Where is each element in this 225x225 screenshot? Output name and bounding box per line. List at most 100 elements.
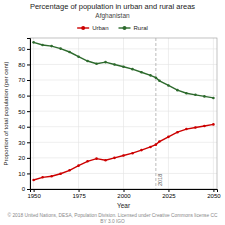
- y-tick-label: 30: [18, 140, 25, 146]
- title: Percentage of population in urban and ru…: [30, 2, 195, 11]
- point: [185, 128, 188, 131]
- y-tick-label: 10: [18, 171, 25, 177]
- y-tick-mark: [27, 64, 30, 65]
- footnote-line: BY 3.0 IGO: [100, 219, 125, 224]
- point: [158, 80, 161, 83]
- y-tick: 50: [18, 109, 30, 115]
- point: [77, 164, 80, 167]
- legend: Urban Rural: [77, 25, 148, 31]
- x-tick-mark: [34, 189, 35, 192]
- y-tick-mark: [27, 80, 30, 81]
- point: [212, 97, 215, 100]
- y-tick-label: 0: [22, 186, 26, 192]
- grid: [30, 38, 217, 189]
- point: [176, 131, 179, 134]
- x-tick-label: 2050: [207, 193, 221, 199]
- x-tick-mark: [79, 189, 80, 192]
- y-tick: 0: [22, 186, 30, 192]
- point: [212, 123, 215, 126]
- y-tick-label: 60: [18, 93, 25, 99]
- point: [185, 92, 188, 95]
- y-tick: 80: [18, 62, 30, 68]
- point: [77, 55, 80, 58]
- y-tick-mark: [27, 127, 30, 128]
- point: [104, 61, 107, 64]
- series-line: [34, 124, 214, 180]
- y-tick-mark: [27, 189, 30, 190]
- point: [176, 89, 179, 92]
- x-tick: 2025: [162, 189, 176, 199]
- point: [155, 76, 158, 79]
- x-axis-line: [31, 190, 218, 193]
- point: [167, 84, 170, 87]
- y-tick-mark: [27, 142, 30, 143]
- grid-line-x: [78, 38, 79, 189]
- point: [149, 74, 152, 77]
- x-tick: 1950: [27, 189, 41, 199]
- point: [167, 136, 170, 139]
- point: [203, 95, 206, 98]
- point: [155, 143, 158, 146]
- footnote: © 2018 United Nations, DESA, Population …: [8, 212, 218, 224]
- point: [59, 47, 62, 50]
- legend-item: Urban: [77, 25, 108, 31]
- grid-line-x: [168, 38, 169, 189]
- legend-swatch-marker: [123, 26, 127, 30]
- x-tick: 2050: [207, 189, 221, 199]
- x-tick-mark: [168, 189, 169, 192]
- plot-frame: [30, 38, 217, 189]
- point: [32, 41, 35, 44]
- y-tick-label: 40: [18, 124, 25, 130]
- y-axis-line: [27, 39, 31, 190]
- reference-line: [155, 38, 156, 189]
- y-tick-mark: [27, 158, 30, 159]
- x-tick-label: 1950: [27, 193, 41, 199]
- point: [140, 149, 143, 152]
- legend-label: Urban: [92, 25, 108, 31]
- grid-line-x: [123, 38, 124, 189]
- point: [86, 60, 89, 63]
- point: [149, 146, 152, 149]
- point: [158, 140, 161, 143]
- x-axis-title: Year: [117, 202, 131, 209]
- point: [32, 179, 35, 182]
- annotation: 2018: [157, 174, 163, 186]
- point: [113, 63, 116, 66]
- point: [194, 94, 197, 97]
- marks: [32, 38, 214, 189]
- y-tick-label: 50: [18, 109, 25, 115]
- y-tick-mark: [27, 96, 30, 97]
- series-line: [34, 42, 214, 98]
- x-tick-mark: [213, 189, 214, 192]
- point: [122, 65, 125, 68]
- point: [50, 45, 53, 48]
- chart: Percentage of population in urban and ru…: [0, 0, 225, 225]
- y-tick-mark: [27, 111, 30, 112]
- x-tick-mark: [124, 189, 125, 192]
- y-tick: 40: [18, 124, 30, 130]
- legend-item: Rural: [119, 25, 148, 31]
- y-axis-title: Proportion of total population (per cent…: [3, 61, 9, 165]
- point: [140, 71, 143, 74]
- point: [59, 172, 62, 175]
- point: [131, 152, 134, 155]
- point: [95, 157, 98, 160]
- point: [104, 159, 107, 162]
- footnote-line: © 2018 United Nations, DESA, Population …: [8, 212, 218, 218]
- y-tick: 10: [18, 171, 30, 177]
- point: [203, 125, 206, 128]
- plot: 1950197520002025205001020304050607080902…: [18, 38, 221, 199]
- point: [95, 62, 98, 65]
- x-tick-label: 1975: [72, 193, 86, 199]
- point: [68, 169, 71, 172]
- y-tick: 70: [18, 77, 30, 83]
- x-tick: 2000: [117, 189, 131, 199]
- grid-line-x: [33, 38, 34, 189]
- point: [194, 126, 197, 129]
- point: [41, 176, 44, 179]
- y-tick-mark: [27, 173, 30, 174]
- point: [86, 160, 89, 163]
- point: [131, 68, 134, 71]
- y-tick-label: 70: [18, 77, 25, 83]
- y-tick: 20: [18, 155, 30, 161]
